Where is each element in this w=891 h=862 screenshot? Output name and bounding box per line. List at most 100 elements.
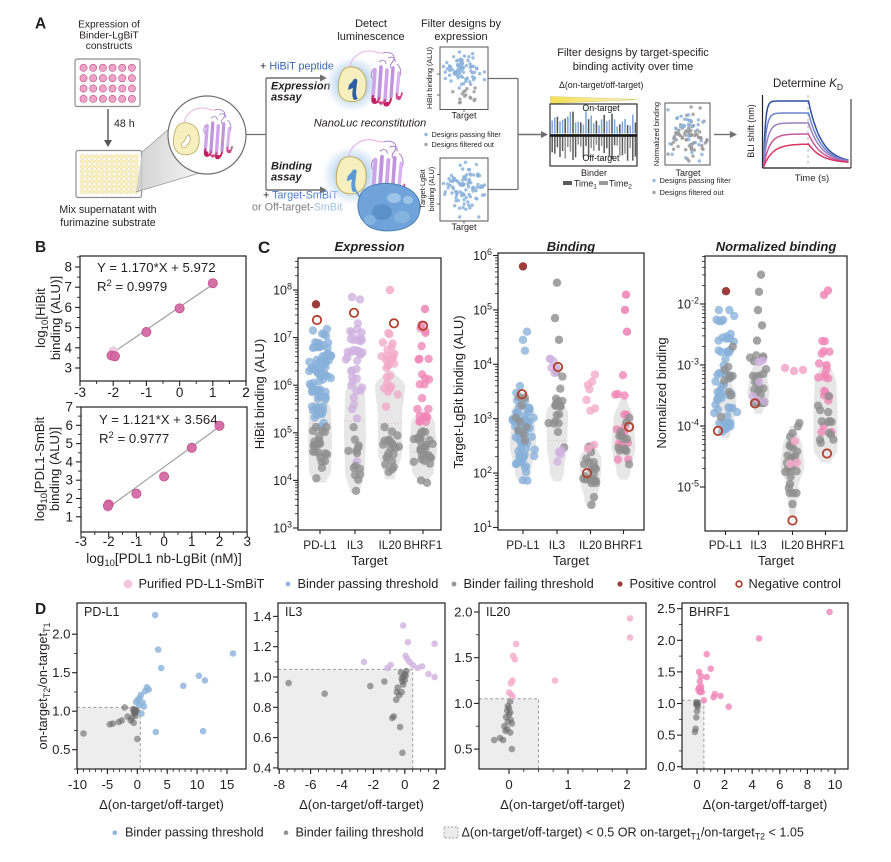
svg-text:1.0: 1.0: [657, 696, 675, 711]
svg-text:Time (s): Time (s): [795, 173, 829, 184]
svg-text:2: 2: [623, 777, 630, 792]
svg-text:Negative control: Negative control: [749, 576, 841, 591]
svg-text:Target: Target: [758, 553, 795, 568]
svg-text:IL3: IL3: [285, 605, 302, 619]
svg-text:-3: -3: [74, 385, 86, 400]
svg-text:Detect: Detect: [355, 18, 387, 30]
svg-text:0.5: 0.5: [657, 728, 675, 743]
svg-text:10: 10: [190, 777, 205, 792]
svg-text:log10[PDL1 nb-LgBit (nM)]: log10[PDL1 nb-LgBit (nM)]: [86, 551, 241, 569]
svg-text:Normalized binding: Normalized binding: [716, 239, 837, 254]
svg-text:Target: Target: [675, 168, 701, 178]
svg-text:-5: -5: [102, 777, 114, 792]
svg-text:5: 5: [64, 320, 72, 335]
svg-text:0.6: 0.6: [253, 730, 271, 745]
svg-text:on-targetT2/on-targetT1: on-targetT2/on-targetT1: [35, 622, 52, 749]
svg-text:Determine KD: Determine KD: [773, 78, 843, 92]
svg-text:-2: -2: [368, 777, 380, 792]
svg-text:Filter designs by target-speci: Filter designs by target-specific: [557, 47, 709, 59]
svg-text:IL3: IL3: [750, 538, 767, 552]
svg-text:IL20: IL20: [781, 538, 804, 552]
svg-text:0: 0: [693, 777, 700, 792]
svg-text:-8: -8: [273, 777, 285, 792]
svg-text:Δ(on-target/off-target): Δ(on-target/off-target): [703, 797, 828, 812]
svg-text:1.5: 1.5: [657, 664, 675, 679]
svg-text:Expression of: Expression of: [78, 20, 140, 31]
svg-text:2: 2: [242, 385, 250, 400]
svg-text:-1: -1: [140, 385, 152, 400]
svg-text:4: 4: [64, 340, 72, 355]
svg-text:HiBit binding (ALU): HiBit binding (ALU): [425, 47, 434, 109]
svg-text:3: 3: [65, 473, 73, 488]
svg-text:2: 2: [433, 777, 440, 792]
svg-text:1: 1: [209, 385, 217, 400]
svg-text:8: 8: [64, 260, 72, 275]
svg-text:C: C: [258, 238, 270, 257]
svg-text:assay: assay: [271, 172, 302, 184]
svg-text:-2: -2: [107, 385, 119, 400]
svg-text:BHRF1: BHRF1: [806, 538, 845, 552]
svg-text:2: 2: [242, 385, 250, 400]
svg-text:PD-L1: PD-L1: [506, 538, 539, 552]
svg-text:Target-LgBit: Target-LgBit: [418, 169, 427, 208]
svg-text:Time2: Time2: [609, 179, 632, 191]
svg-text:+ Target-SmBiT: + Target-SmBiT: [263, 190, 339, 202]
svg-text:Purified PD-L1-SmBiT: Purified PD-L1-SmBiT: [139, 576, 265, 591]
svg-text:1.0: 1.0: [52, 704, 70, 719]
svg-text:Filter designs by: Filter designs by: [421, 18, 502, 30]
svg-text:Normalized binding: Normalized binding: [652, 102, 661, 166]
svg-text:0: 0: [505, 777, 512, 792]
svg-text:1: 1: [188, 534, 196, 549]
svg-text:-2: -2: [103, 534, 115, 549]
svg-text:A: A: [35, 16, 46, 33]
svg-text:PD-L1: PD-L1: [709, 538, 742, 552]
svg-text:3: 3: [243, 534, 251, 549]
svg-text:4: 4: [65, 454, 73, 469]
svg-text:luminescence: luminescence: [337, 31, 404, 43]
svg-text:1.5: 1.5: [454, 650, 472, 665]
svg-text:5: 5: [65, 436, 73, 451]
svg-text:0.0: 0.0: [657, 759, 675, 774]
svg-text:Time1: Time1: [574, 179, 597, 191]
svg-text:Designs filtered out: Designs filtered out: [432, 140, 494, 149]
svg-text:Expression: Expression: [334, 239, 404, 254]
svg-text:BHRF1: BHRF1: [689, 605, 730, 619]
svg-text:2.0: 2.0: [657, 633, 675, 648]
svg-text:48 h: 48 h: [114, 118, 135, 130]
svg-text:log10[HiBit: log10[HiBit: [33, 288, 51, 348]
svg-text:binding activity over time: binding activity over time: [573, 61, 693, 73]
svg-text:or Off-target-SmBit: or Off-target-SmBit: [252, 202, 342, 214]
svg-text:1.4: 1.4: [253, 609, 271, 624]
svg-text:1.2: 1.2: [253, 639, 271, 654]
svg-text:IL20: IL20: [579, 538, 602, 552]
svg-text:6: 6: [776, 777, 783, 792]
svg-text:-10: -10: [68, 777, 87, 792]
svg-text:0: 0: [401, 777, 408, 792]
svg-text:PD-L1: PD-L1: [84, 605, 119, 619]
svg-text:0.5: 0.5: [454, 742, 472, 757]
svg-text:7: 7: [64, 280, 72, 295]
svg-text:PD-L1: PD-L1: [303, 538, 336, 552]
svg-text:furimazine substrate: furimazine substrate: [60, 217, 155, 229]
svg-text:Target-LgBit binding (ALU): Target-LgBit binding (ALU): [451, 315, 466, 468]
svg-text:10: 10: [828, 777, 843, 792]
svg-text:0: 0: [134, 777, 141, 792]
svg-text:2: 2: [216, 534, 224, 549]
svg-text:Target: Target: [451, 111, 477, 121]
svg-text:Normalized binding: Normalized binding: [654, 337, 669, 448]
svg-text:Designs passing filter: Designs passing filter: [660, 176, 732, 185]
svg-text:Mix supernatant with: Mix supernatant with: [59, 204, 156, 216]
svg-text:IL3: IL3: [347, 538, 364, 552]
svg-text:Target: Target: [351, 553, 388, 568]
svg-text:Binder: Binder: [581, 168, 607, 178]
svg-text:binding (ALU): binding (ALU): [427, 167, 436, 212]
svg-text:IL20: IL20: [486, 605, 510, 619]
svg-text:IL20: IL20: [379, 538, 402, 552]
svg-text:Binder-LgBiT: Binder-LgBiT: [79, 30, 138, 41]
svg-text:BHRF1: BHRF1: [604, 538, 643, 552]
svg-text:Off-target: Off-target: [583, 153, 621, 163]
svg-text:4: 4: [749, 777, 756, 792]
svg-text:Δ(on-target/off-target): Δ(on-target/off-target): [299, 797, 424, 812]
svg-text:-1: -1: [130, 534, 142, 549]
svg-text:3: 3: [64, 361, 72, 376]
